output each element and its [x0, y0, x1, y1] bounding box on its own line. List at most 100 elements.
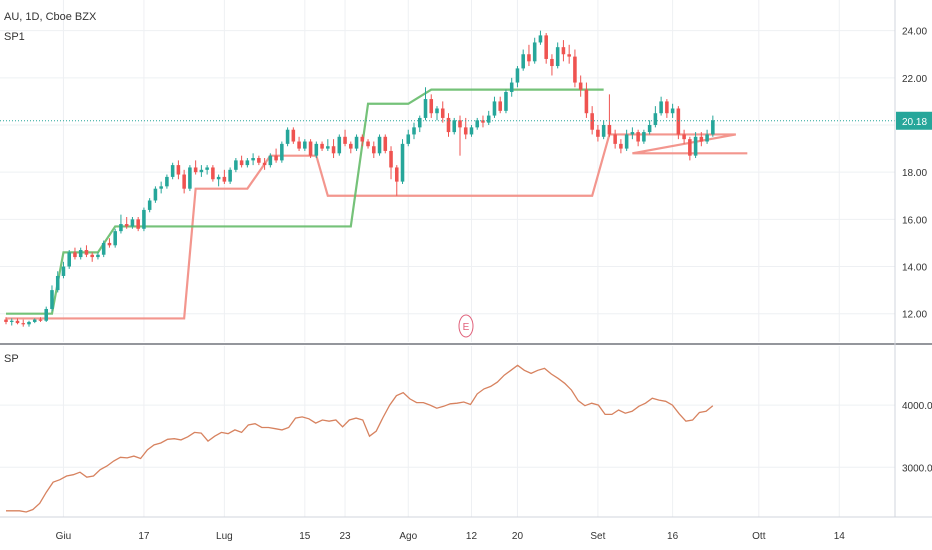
candle: [642, 129, 646, 144]
candle: [199, 165, 204, 177]
candle: [188, 165, 192, 192]
candle: [567, 44, 571, 64]
candle: [463, 117, 468, 140]
candle: [55, 271, 60, 293]
candle-body: [222, 176, 227, 182]
time-tick-label: 17: [138, 531, 150, 542]
candle-body: [550, 58, 554, 67]
candle-body: [308, 141, 313, 156]
candle-body: [113, 231, 117, 246]
candle-body: [469, 127, 474, 135]
last-price-badge: [896, 111, 932, 130]
time-tick-label: Giu: [56, 531, 72, 542]
candle: [101, 240, 106, 258]
candle-body: [699, 136, 704, 142]
candle-body: [262, 162, 267, 166]
candle: [688, 136, 692, 161]
candle: [521, 49, 525, 71]
time-tick-label: 20: [512, 531, 524, 542]
candle: [561, 40, 566, 62]
candle-body: [665, 101, 669, 114]
candle-body: [228, 169, 232, 182]
candle: [96, 252, 100, 260]
candle-body: [458, 120, 462, 128]
candle-body: [647, 125, 652, 133]
candle-body: [423, 99, 428, 118]
candle-body: [538, 35, 543, 43]
candle: [268, 153, 273, 168]
candle: [291, 127, 296, 144]
candle: [515, 66, 520, 88]
candle: [211, 165, 215, 182]
candle: [636, 129, 640, 147]
candle: [27, 320, 31, 327]
candle: [504, 89, 508, 114]
candle-body: [96, 254, 100, 258]
candle-body: [394, 167, 399, 182]
candle: [297, 136, 301, 151]
time-tick-label: 23: [339, 531, 351, 542]
candle-body: [257, 158, 261, 163]
candle: [142, 207, 146, 232]
candle: [136, 216, 140, 232]
candle-body: [354, 136, 359, 149]
candle-body: [417, 117, 422, 128]
candle: [693, 132, 698, 159]
last-price-label: 20.18: [902, 117, 927, 128]
candle: [124, 216, 129, 229]
candle-body: [688, 139, 692, 156]
candle: [486, 110, 491, 126]
candle: [274, 148, 278, 163]
candle-body: [711, 120, 715, 135]
price-tick-label: 12.00: [902, 310, 927, 321]
candle-body: [291, 129, 296, 142]
candle: [711, 115, 715, 137]
candle: [205, 165, 209, 175]
candle: [73, 247, 77, 260]
candle: [67, 250, 71, 269]
candle-body: [142, 209, 146, 229]
candle: [705, 129, 709, 144]
candle: [676, 106, 681, 140]
candle-body: [73, 252, 77, 258]
candle-body: [693, 136, 698, 156]
candle: [354, 134, 359, 151]
candle-body: [659, 101, 663, 114]
candle: [4, 317, 8, 325]
candle-body: [481, 120, 485, 123]
candle: [619, 139, 623, 154]
event-marker-label: E: [463, 322, 470, 333]
candle-body: [90, 254, 94, 258]
candle: [44, 306, 49, 322]
candle: [555, 42, 560, 69]
candle-body: [176, 165, 181, 175]
candle-body: [15, 320, 20, 324]
candle: [492, 96, 497, 118]
candle-body: [84, 250, 89, 255]
candle-body: [446, 117, 451, 133]
time-tick-label: 12: [466, 531, 478, 542]
price-tick-label: 22.00: [902, 74, 927, 85]
candle: [429, 94, 434, 118]
candle-body: [619, 143, 623, 149]
candle-body: [607, 125, 612, 135]
candle-body: [578, 82, 583, 90]
candle: [630, 127, 635, 140]
candle-body: [285, 129, 290, 144]
earnings-event-marker[interactable]: E: [458, 314, 474, 338]
candle-body: [486, 115, 491, 123]
candle: [107, 238, 112, 248]
candle: [257, 155, 261, 166]
candle-body: [130, 219, 135, 227]
candle-body: [360, 136, 365, 142]
candle: [15, 318, 20, 325]
candle: [222, 169, 227, 184]
candle: [331, 139, 336, 159]
candle-body: [55, 275, 60, 291]
candle: [9, 318, 14, 326]
candle: [423, 87, 428, 121]
study-label-sp: SP: [4, 353, 19, 365]
candle: [119, 214, 123, 234]
